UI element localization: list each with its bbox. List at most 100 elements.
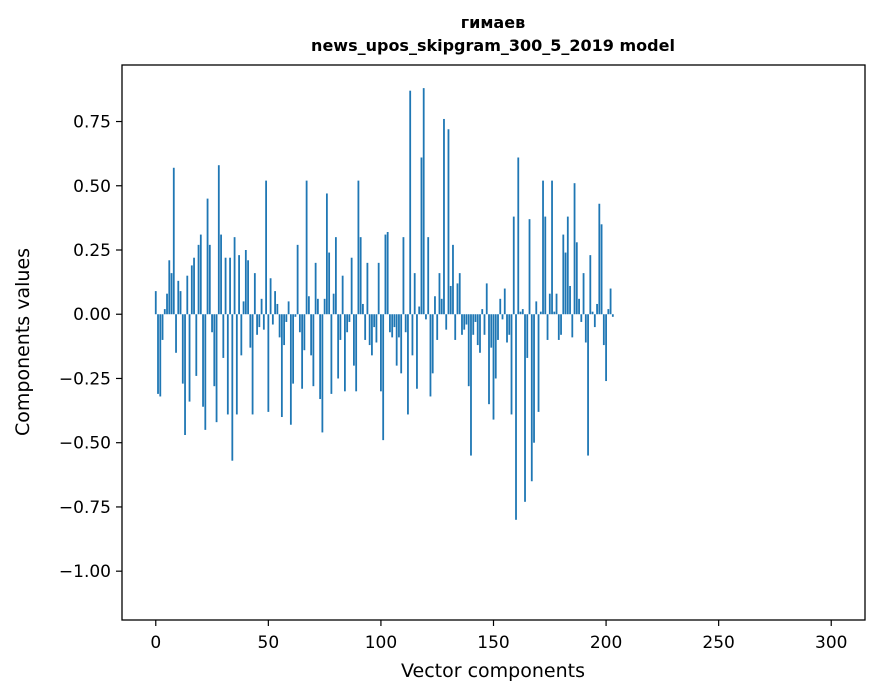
- bar: [445, 314, 448, 330]
- bar: [481, 309, 484, 315]
- y-tick-label: −0.50: [59, 434, 111, 454]
- plot-area-frame: [121, 64, 866, 621]
- bar: [407, 314, 409, 415]
- bar: [377, 262, 380, 315]
- bar: [247, 260, 249, 315]
- bar: [289, 314, 292, 425]
- bar: [391, 314, 394, 338]
- bar: [213, 314, 216, 387]
- bar: [193, 257, 195, 315]
- bar: [238, 255, 240, 315]
- bar: [226, 314, 229, 415]
- bar: [215, 314, 218, 423]
- bar: [186, 275, 189, 315]
- bar: [319, 314, 322, 400]
- bar: [328, 252, 331, 315]
- bar: [190, 265, 193, 315]
- bar: [503, 288, 506, 315]
- bar: [461, 314, 463, 335]
- x-tick-label: 50: [258, 633, 280, 653]
- bar: [467, 314, 470, 387]
- bar: [157, 314, 159, 394]
- bar: [251, 314, 254, 415]
- x-tick-label: 300: [815, 633, 847, 653]
- bar: [285, 314, 288, 322]
- bar: [472, 314, 475, 335]
- bar: [476, 314, 479, 346]
- bar: [431, 314, 434, 374]
- bar: [598, 203, 601, 315]
- bar: [179, 291, 182, 315]
- bar: [515, 314, 517, 520]
- bar: [298, 314, 301, 333]
- bar: [344, 314, 346, 392]
- bar: [159, 314, 162, 397]
- bar: [427, 237, 430, 315]
- bar: [593, 314, 596, 328]
- bar: [280, 314, 283, 418]
- bar: [175, 314, 177, 353]
- bar: [418, 306, 421, 315]
- bar: [562, 234, 565, 315]
- x-tick-label: 200: [590, 633, 622, 653]
- bar: [362, 303, 364, 315]
- bar: [571, 314, 574, 338]
- bar: [177, 280, 180, 315]
- bar: [492, 314, 495, 420]
- bar: [323, 298, 326, 315]
- bar: [526, 314, 529, 358]
- bar: [310, 314, 313, 356]
- y-tick-label: −0.25: [59, 369, 111, 389]
- bar: [380, 314, 382, 392]
- bar: [409, 90, 412, 315]
- bar: [501, 314, 504, 320]
- bar: [422, 88, 425, 315]
- bar: [566, 216, 569, 315]
- bar: [307, 296, 310, 315]
- bar: [578, 298, 580, 315]
- bar: [573, 183, 576, 315]
- bar: [217, 165, 220, 315]
- bar: [413, 273, 416, 315]
- bar: [199, 234, 202, 315]
- y-tick-label: 0.25: [73, 241, 111, 261]
- y-tick-label: 0.50: [73, 177, 111, 197]
- bar: [334, 237, 337, 315]
- bar: [386, 232, 389, 315]
- bar: [456, 283, 459, 315]
- bar: [605, 314, 607, 382]
- bar: [584, 314, 587, 343]
- bar: [420, 157, 423, 315]
- bar: [294, 314, 297, 317]
- bar: [269, 278, 272, 315]
- bar: [488, 314, 490, 405]
- bar: [355, 314, 358, 392]
- bar: [222, 314, 225, 358]
- bar: [539, 311, 542, 315]
- bar: [224, 257, 227, 315]
- bar: [587, 314, 589, 456]
- bar: [305, 180, 308, 315]
- bar: [443, 118, 445, 315]
- y-tick-label: −1.00: [59, 562, 111, 582]
- x-axis-ticks: 0 50 100 150 200 250 300: [150, 620, 847, 653]
- bar: [353, 314, 355, 366]
- bar: [490, 314, 493, 348]
- bars-group: [154, 88, 614, 520]
- y-axis-ticks: −1.00 −0.75 −0.50 −0.25 0.00 0.25 0.50 0.75: [59, 113, 122, 582]
- bar: [274, 291, 276, 315]
- bar: [546, 314, 549, 340]
- bar: [454, 314, 457, 340]
- bar: [208, 244, 211, 315]
- bar: [373, 314, 376, 328]
- bar: [609, 288, 612, 315]
- bar: [195, 314, 198, 376]
- bar: [555, 293, 558, 315]
- bar: [265, 180, 267, 315]
- bar: [188, 314, 191, 402]
- bar: [458, 273, 461, 315]
- bar: [548, 293, 551, 315]
- bar: [447, 129, 450, 315]
- bar: [449, 285, 452, 315]
